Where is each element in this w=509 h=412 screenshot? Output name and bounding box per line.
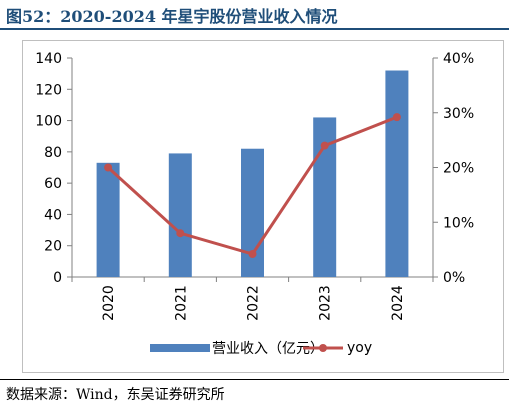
revenue-bar bbox=[385, 70, 409, 277]
revenue-bar bbox=[313, 117, 337, 277]
legend-item-revenue: 营业收入（亿元） bbox=[150, 338, 324, 358]
legend-label-revenue: 营业收入（亿元） bbox=[212, 341, 324, 357]
x-tick-label: 2023 bbox=[318, 285, 334, 321]
yoy-point bbox=[392, 113, 401, 122]
left-tick-label: 120 bbox=[35, 82, 62, 98]
right-tick-label: 20% bbox=[443, 161, 474, 177]
chart-frame bbox=[22, 40, 504, 373]
source-divider bbox=[0, 379, 509, 380]
x-tick-label: 2021 bbox=[173, 285, 189, 321]
yoy-point bbox=[248, 250, 257, 259]
yoy-point bbox=[320, 141, 329, 150]
right-y-axis: 0% 10% 20% 30% 40% bbox=[432, 51, 474, 286]
left-tick-label: 140 bbox=[35, 51, 62, 67]
revenue-bar bbox=[168, 153, 192, 277]
legend-line-swatch bbox=[303, 344, 343, 352]
revenue-bars bbox=[96, 70, 409, 277]
x-tick-label: 2024 bbox=[390, 285, 406, 321]
yoy-point bbox=[104, 163, 113, 172]
left-y-axis: 0 20 40 60 80 100 120 140 bbox=[35, 51, 73, 286]
left-tick-label: 80 bbox=[44, 145, 62, 161]
source-note: 数据来源：Wind，东吴证券研究所 bbox=[6, 387, 225, 403]
left-tick-label: 20 bbox=[44, 239, 62, 255]
legend-item-yoy: yoy bbox=[303, 338, 372, 358]
left-tick-label: 40 bbox=[44, 207, 62, 223]
x-tick-label: 2020 bbox=[101, 285, 117, 321]
chart-legend: 营业收入（亿元） yoy bbox=[0, 338, 509, 358]
right-tick-label: 10% bbox=[443, 215, 474, 231]
yoy-line bbox=[104, 113, 401, 259]
right-tick-label: 0% bbox=[443, 270, 465, 286]
yoy-point bbox=[176, 229, 185, 238]
x-tick-label: 2022 bbox=[246, 285, 262, 321]
revenue-bar bbox=[96, 162, 120, 277]
legend-bar-swatch bbox=[150, 344, 210, 352]
left-tick-label: 0 bbox=[53, 270, 62, 286]
figure-title: 图52：2020-2024 年星宇股份营业收入情况 bbox=[6, 7, 338, 26]
title-divider bbox=[0, 28, 509, 30]
legend-label-yoy: yoy bbox=[347, 340, 373, 356]
x-axis: 2020 2021 2022 2023 2024 bbox=[71, 276, 434, 321]
left-tick-label: 60 bbox=[44, 176, 62, 192]
right-tick-label: 30% bbox=[443, 106, 474, 122]
right-tick-label: 40% bbox=[443, 51, 474, 67]
left-tick-label: 100 bbox=[35, 114, 62, 130]
